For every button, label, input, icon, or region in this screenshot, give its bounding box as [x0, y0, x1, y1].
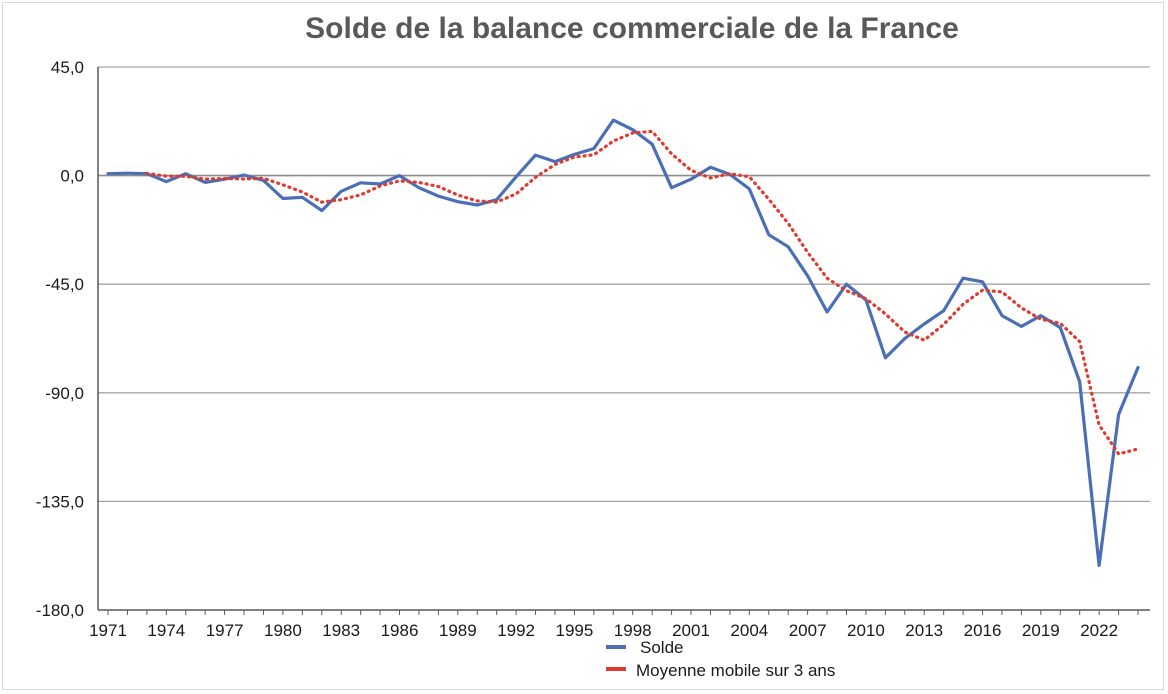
y-tick-label: -90,0 [45, 384, 84, 403]
legend-label-solde: Solde [640, 638, 683, 657]
x-tick-label: 1977 [206, 621, 244, 640]
x-tick-label: 2013 [905, 621, 943, 640]
x-tick-label: 2004 [730, 621, 768, 640]
x-tick-label: 2022 [1080, 621, 1118, 640]
series-line-moyenne-mobile [145, 129, 1140, 456]
x-tick-label: 1998 [614, 621, 652, 640]
x-tick-label: 1971 [89, 621, 127, 640]
y-tick-label: -135,0 [36, 492, 84, 511]
x-tick-label: 2010 [847, 621, 885, 640]
x-tick-label: 1980 [264, 621, 302, 640]
series-layer [106, 118, 1140, 568]
x-tick-label: 2016 [964, 621, 1002, 640]
series-line-solde [106, 118, 1140, 568]
x-tick-label: 2001 [672, 621, 710, 640]
y-tick-label: 45,0 [51, 58, 84, 77]
x-tick-label: 1995 [556, 621, 594, 640]
x-tick-label: 1974 [147, 621, 185, 640]
x-axis: 1971 1974 1977 1980 1983 1986 1989 1992 1995 1998… [89, 609, 1150, 640]
x-tick-label: 1983 [322, 621, 360, 640]
x-tick-label: 1989 [439, 621, 477, 640]
x-tick-label: 2007 [789, 621, 827, 640]
x-tick-label: 2019 [1022, 621, 1060, 640]
x-tick-label: 1986 [381, 621, 419, 640]
y-axis: 45,0 0,0 -45,0 -90,0 -135,0 -180,0 [36, 58, 99, 620]
legend-label-moyenne-mobile: Moyenne mobile sur 3 ans [636, 661, 835, 680]
legend: Solde Moyenne mobile sur 3 ans [606, 638, 835, 680]
x-tick-label: 1992 [497, 621, 535, 640]
y-tick-label: 0,0 [60, 167, 84, 186]
y-tick-label: -45,0 [45, 275, 84, 294]
y-tick-label: -180,0 [36, 601, 84, 620]
gridlines [98, 66, 1150, 503]
chart-title: Solde de la balance commerciale de la Fr… [305, 12, 959, 45]
